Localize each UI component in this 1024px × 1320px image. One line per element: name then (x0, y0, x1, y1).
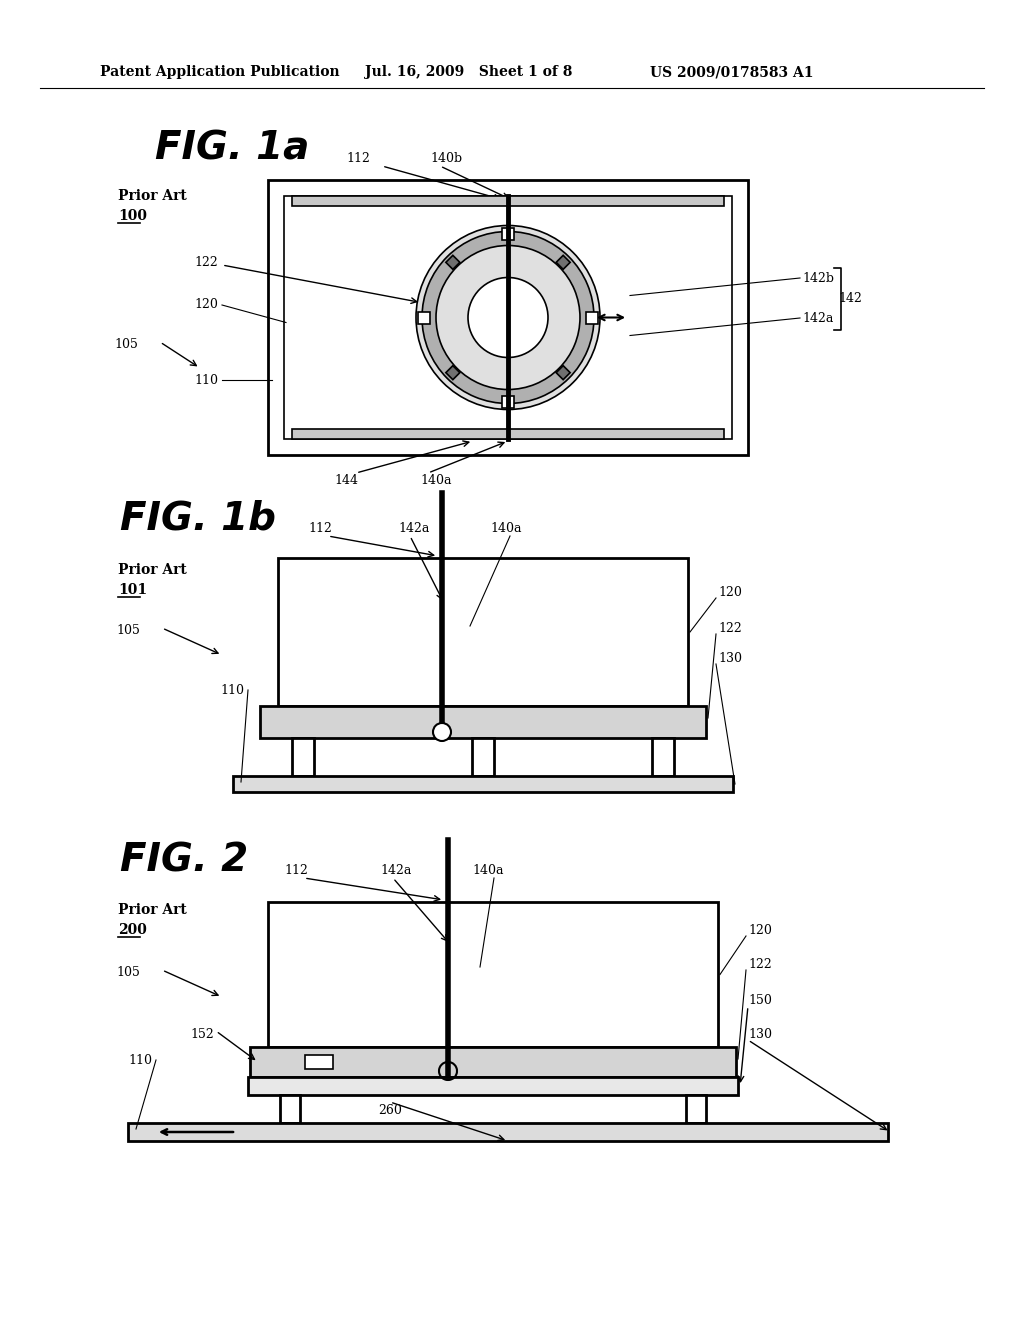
Text: 100: 100 (118, 209, 147, 223)
Bar (292, 738, 314, 776)
Text: 112: 112 (308, 521, 332, 535)
Bar (250, 1047, 736, 1077)
Bar (652, 738, 674, 776)
Text: 140a: 140a (472, 863, 504, 876)
Text: 150: 150 (748, 994, 772, 1006)
Text: 112: 112 (284, 863, 308, 876)
Bar (268, 180, 748, 455)
Text: 140a: 140a (490, 521, 521, 535)
Text: 101: 101 (118, 583, 147, 597)
Text: 112: 112 (346, 152, 370, 165)
Text: 140a: 140a (420, 474, 452, 487)
Text: 110: 110 (128, 1053, 152, 1067)
Bar (292, 429, 724, 440)
Text: US 2009/0178583 A1: US 2009/0178583 A1 (650, 65, 813, 79)
Bar (278, 558, 688, 706)
Text: 142a: 142a (380, 863, 412, 876)
Text: 144: 144 (334, 474, 358, 487)
Circle shape (416, 226, 600, 409)
Text: 130: 130 (748, 1027, 772, 1040)
Text: 120: 120 (195, 298, 218, 312)
Text: 142a: 142a (398, 521, 429, 535)
Polygon shape (445, 366, 460, 380)
Bar (418, 312, 430, 323)
Bar (472, 738, 494, 776)
Text: 140b: 140b (430, 152, 462, 165)
Bar (260, 706, 706, 738)
Bar (284, 195, 732, 440)
Polygon shape (556, 366, 570, 380)
Text: 142a: 142a (802, 312, 834, 325)
Text: Prior Art: Prior Art (118, 903, 186, 917)
Bar (686, 1096, 706, 1123)
Text: 105: 105 (114, 338, 138, 351)
Text: 105: 105 (116, 623, 140, 636)
Polygon shape (556, 255, 570, 269)
Text: 130: 130 (718, 652, 742, 664)
Circle shape (468, 277, 548, 358)
Bar (268, 902, 718, 1047)
Bar (292, 195, 724, 206)
Text: Prior Art: Prior Art (118, 189, 186, 203)
Bar (502, 227, 514, 239)
Text: 110: 110 (220, 684, 244, 697)
Text: 142b: 142b (802, 272, 834, 285)
Text: 260: 260 (378, 1104, 402, 1117)
Text: 120: 120 (718, 586, 741, 598)
Circle shape (433, 723, 451, 741)
Bar (305, 1055, 333, 1069)
Text: FIG. 1b: FIG. 1b (120, 499, 276, 537)
Text: 200: 200 (118, 923, 146, 937)
Text: Jul. 16, 2009   Sheet 1 of 8: Jul. 16, 2009 Sheet 1 of 8 (365, 65, 572, 79)
Bar (248, 1077, 738, 1096)
Bar (502, 396, 514, 408)
Bar (233, 776, 733, 792)
Text: 122: 122 (748, 957, 772, 970)
Polygon shape (445, 255, 460, 269)
Text: FIG. 2: FIG. 2 (120, 841, 248, 879)
Bar (280, 1096, 300, 1123)
Text: FIG. 1a: FIG. 1a (155, 129, 309, 168)
Text: Prior Art: Prior Art (118, 564, 186, 577)
Bar (586, 312, 598, 323)
Bar (128, 1123, 888, 1140)
Text: 122: 122 (718, 622, 741, 635)
Text: 120: 120 (748, 924, 772, 936)
Text: 105: 105 (116, 965, 140, 978)
Text: 122: 122 (195, 256, 218, 268)
Text: 142: 142 (838, 292, 862, 305)
Text: 152: 152 (190, 1027, 214, 1040)
Text: Patent Application Publication: Patent Application Publication (100, 65, 340, 79)
Text: 110: 110 (194, 374, 218, 387)
